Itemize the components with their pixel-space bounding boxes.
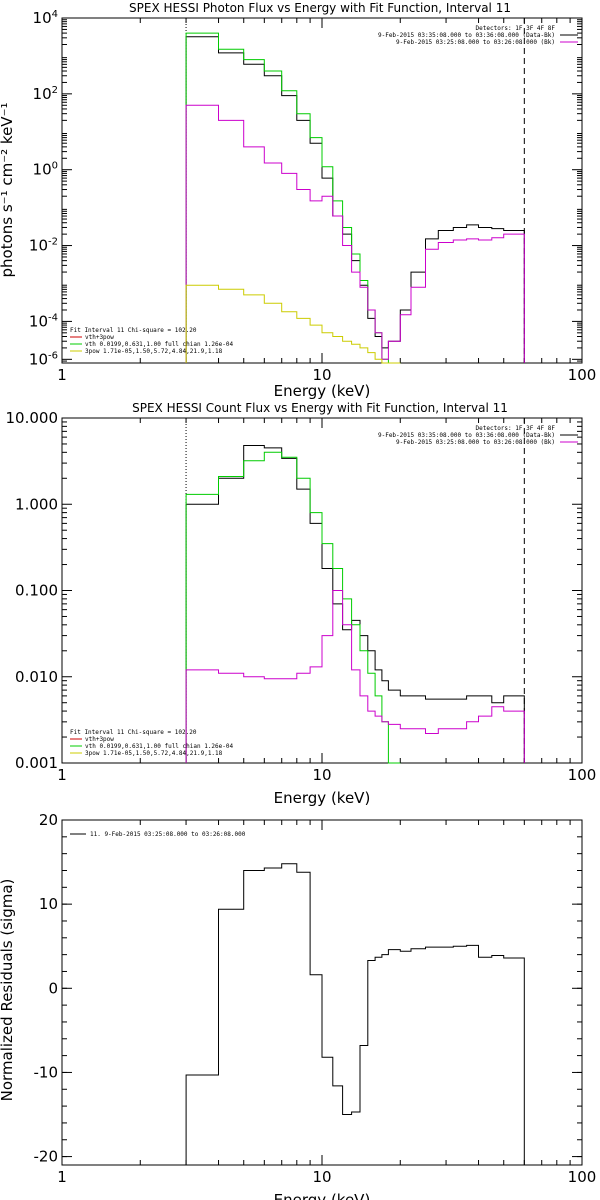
count-flux-ytick-label: 0.001	[15, 754, 58, 772]
count-flux-xlabel: Energy (keV)	[274, 789, 371, 807]
count-flux-series-vth-3pow	[185, 451, 401, 764]
photon-flux-series-data-bk	[185, 36, 525, 363]
legend-3pow: 3pow 1.71e-05,1.50,5.72,4.84,21.9,1.18	[85, 348, 223, 355]
photon-flux-xtick-label: 10	[312, 366, 331, 384]
legend-vth: vth 0.0199,0.631,1.00 full chian 1.26e-0…	[85, 341, 233, 348]
photon-flux-series-3pow	[185, 284, 401, 364]
photon-flux-ylabel: photons s⁻¹ cm⁻² keV⁻¹	[0, 103, 16, 278]
photon-flux-panel: SPEX HESSI Photon Flux vs Energy with Fi…	[0, 1, 596, 400]
residuals-ytick-label: -10	[34, 1063, 59, 1081]
photon-flux-title: SPEX HESSI Photon Flux vs Energy with Fi…	[129, 1, 511, 15]
photon-flux-ytick-label: 10-6	[29, 350, 58, 368]
residuals-xtick-label: 10	[312, 1168, 331, 1186]
count-flux-title: SPEX HESSI Count Flux vs Energy with Fit…	[132, 401, 508, 415]
residuals-ytick-label: 0	[48, 979, 58, 997]
count-flux-series-data-bk	[185, 445, 525, 763]
residuals-ytick-label: 20	[39, 811, 58, 829]
legend-detectors: Detectors: 1F 3F 4F 8F	[476, 425, 556, 432]
legend-vth3pow: vth+3pow	[85, 334, 114, 341]
residuals-xlabel: Energy (keV)	[274, 1191, 371, 1200]
count-flux-ytick-label: 0.100	[15, 582, 58, 600]
legend-detectors: Detectors: 1F 3F 4F 8F	[476, 25, 556, 32]
legend-fit-interval: Fit Interval 11 Chi-square = 102.20	[70, 327, 197, 334]
residuals-series-11-9-feb-2015-03-25-08-000-to-03-26-08-000	[185, 863, 525, 1165]
residuals-ytick-label: -20	[34, 1148, 59, 1166]
count-flux-ytick-label: 10.000	[6, 409, 59, 427]
count-flux-xtick-label: 100	[568, 766, 597, 784]
count-flux-xtick-label: 10	[312, 766, 331, 784]
count-flux-ytick-label: 1.000	[15, 495, 58, 513]
legend-bk: 9-Feb-2015 03:25:08.000 to 03:26:08.000 …	[396, 39, 555, 46]
legend-fit-interval: Fit Interval 11 Chi-square = 102.20	[70, 729, 197, 736]
residuals-legend-label: 11. 9-Feb-2015 03:25:08.000 to 03:26:08.…	[90, 831, 246, 838]
count-flux-ytick-label: 0.010	[15, 668, 58, 686]
residuals-xtick-label: 100	[568, 1168, 597, 1186]
photon-flux-xlabel: Energy (keV)	[274, 382, 371, 400]
residuals-ylabel: Normalized Residuals (sigma)	[0, 879, 16, 1102]
legend-vth3pow: vth+3pow	[85, 736, 114, 743]
photon-flux-legend-top-right: Detectors: 1F 3F 4F 8F 9-Feb-2015 03:35:…	[378, 25, 578, 46]
photon-flux-ytick-label: 104	[33, 9, 58, 27]
photon-flux-ytick-label: 100	[33, 161, 58, 179]
photon-flux-xtick-label: 1	[57, 366, 67, 384]
residuals-panel: 1 10 100 -20 -10 0 10 20 Energy (keV) Normalize…	[0, 811, 596, 1200]
photon-flux-ytick-label: 10-2	[29, 237, 58, 255]
count-flux-xtick-label: 1	[57, 766, 67, 784]
photon-flux-series-bk	[185, 104, 525, 363]
count-flux-series-bk	[185, 590, 525, 763]
legend-vth: vth 0.0199,0.631,1.00 full chian 1.26e-0…	[85, 743, 233, 750]
count-flux-legend-top-right: Detectors: 1F 3F 4F 8F 9-Feb-2015 03:35:…	[378, 425, 578, 446]
legend-data-bk: 9-Feb-2015 03:35:08.000 to 03:36:08.000 …	[378, 32, 555, 39]
legend-data-bk: 9-Feb-2015 03:35:08.000 to 03:36:08.000 …	[378, 432, 555, 439]
photon-flux-xtick-label: 100	[568, 366, 597, 384]
count-flux-panel: SPEX HESSI Count Flux vs Energy with Fit…	[6, 401, 597, 807]
photon-flux-ytick-label: 102	[33, 85, 58, 103]
count-flux-legend-bottom-left: Fit Interval 11 Chi-square = 102.20 vth+…	[70, 729, 233, 757]
residuals-ytick-label: 10	[39, 895, 58, 913]
legend-bk: 9-Feb-2015 03:25:08.000 to 03:26:08.000 …	[396, 439, 555, 446]
legend-3pow: 3pow 1.71e-05,1.50,5.72,4.84,21.9,1.18	[85, 750, 223, 757]
residuals-xtick-label: 1	[57, 1168, 67, 1186]
photon-flux-ytick-label: 10-4	[29, 312, 58, 330]
residuals-legend: 11. 9-Feb-2015 03:25:08.000 to 03:26:08.…	[70, 831, 246, 838]
photon-flux-plot-frame	[61, 17, 583, 364]
photon-flux-legend-bottom-left: Fit Interval 11 Chi-square = 102.20 vth+…	[70, 327, 233, 355]
